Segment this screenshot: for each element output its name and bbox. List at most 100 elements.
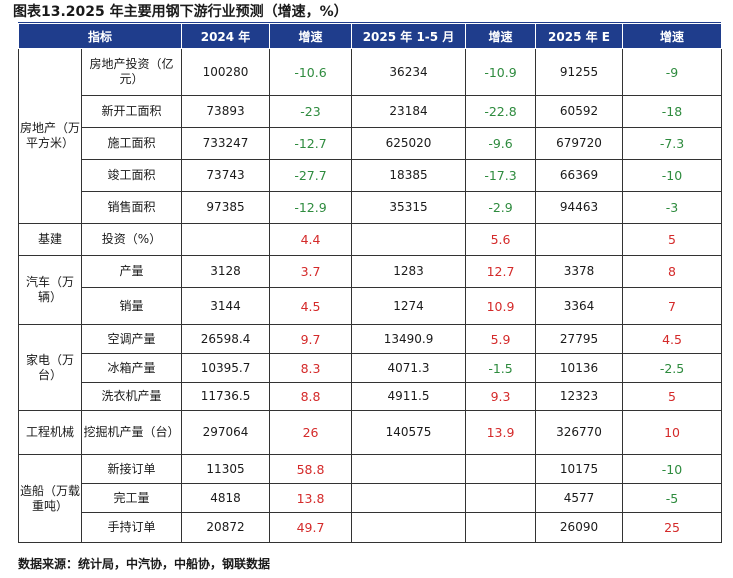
indicator-cell: 洗衣机产量 xyxy=(80,382,183,411)
header-indicator: 指标 xyxy=(17,23,183,49)
source-note: 数据来源：统计局，中汽协，中船协，钢联数据 xyxy=(18,557,271,571)
table-row: 新开工面积 73893 -23 23184 -22.8 60592 -18 xyxy=(19,95,723,128)
value-2025e-cell: 326770 xyxy=(535,410,624,455)
value-2025e-cell: 91255 xyxy=(535,48,624,96)
value-2025e-cell: 3364 xyxy=(535,287,624,325)
growth-2025e-cell: 7 xyxy=(622,287,723,325)
growth-2024-cell: 8.3 xyxy=(269,353,353,383)
table-row: 完工量 4818 13.8 4577 -5 xyxy=(19,483,723,513)
growth-2024-cell: 4.5 xyxy=(269,287,353,325)
growth-2025e-cell: -5 xyxy=(622,483,723,513)
growth-2025e-cell: 5 xyxy=(622,223,723,256)
growth-2025-jan-may-cell: 5.6 xyxy=(465,223,537,256)
value-2025e-cell: 60592 xyxy=(535,95,624,128)
growth-2025e-cell: 25 xyxy=(622,512,723,543)
header-2025-jan-may: 2025 年 1-5 月 xyxy=(351,23,467,49)
value-2024-cell: 733247 xyxy=(181,127,271,160)
category-cell: 家电（万台） xyxy=(18,324,82,411)
indicator-cell: 空调产量 xyxy=(80,324,183,354)
growth-2024-cell: 49.7 xyxy=(269,512,353,543)
value-2025e-cell: 94463 xyxy=(535,191,624,224)
category-cell: 造船（万载重吨） xyxy=(18,454,82,543)
value-2025-jan-may-cell: 35315 xyxy=(351,191,467,224)
table-row: 竣工面积 73743 -27.7 18385 -17.3 66369 -10 xyxy=(19,159,723,192)
growth-2025-jan-may-cell xyxy=(465,512,537,543)
header-row: 指标 2024 年 增速 2025 年 1-5 月 增速 2025 年 E 增速 xyxy=(17,23,723,49)
growth-2025e-cell: 10 xyxy=(622,410,723,455)
growth-2024-cell: 4.4 xyxy=(269,223,353,256)
table-row: 洗衣机产量 11736.5 8.8 4911.5 9.3 12323 5 xyxy=(19,382,723,411)
growth-2025e-cell: -7.3 xyxy=(622,127,723,160)
growth-2025-jan-may-cell: 5.9 xyxy=(465,324,537,354)
value-2024-cell: 97385 xyxy=(181,191,271,224)
growth-2025-jan-may-cell: -2.9 xyxy=(465,191,537,224)
value-2025e-cell xyxy=(535,223,624,256)
growth-2024-cell: -23 xyxy=(269,95,353,128)
table-row: 施工面积 733247 -12.7 625020 -9.6 679720 -7.3 xyxy=(19,127,723,160)
indicator-cell: 新开工面积 xyxy=(80,95,183,128)
table-row: 工程机械 挖掘机产量（台） 297064 26 140575 13.9 326770 10 xyxy=(18,410,723,455)
table-row: 基建 投资（%） 4.4 5.6 5 xyxy=(18,223,723,256)
indicator-cell: 完工量 xyxy=(80,483,183,513)
growth-2024-cell: -12.7 xyxy=(269,127,353,160)
growth-2024-cell: 58.8 xyxy=(269,454,353,484)
growth-2025-jan-may-cell: -22.8 xyxy=(465,95,537,128)
value-2025e-cell: 4577 xyxy=(535,483,624,513)
table-row: 销量 3144 4.5 1274 10.9 3364 7 xyxy=(19,287,723,325)
indicator-cell: 投资（%） xyxy=(80,223,183,256)
value-2025e-cell: 10136 xyxy=(535,353,624,383)
growth-2025-jan-may-cell: -10.9 xyxy=(465,48,537,96)
growth-2025e-cell: -2.5 xyxy=(622,353,723,383)
value-2025-jan-may-cell: 4911.5 xyxy=(351,382,467,411)
table-row: 汽车（万辆） 产量 3128 3.7 1283 12.7 3378 8 xyxy=(18,255,723,325)
indicator-cell: 销量 xyxy=(80,287,183,325)
value-2025-jan-may-cell: 140575 xyxy=(351,410,467,455)
category-cell: 基建 xyxy=(18,223,82,256)
growth-2025-jan-may-cell: 9.3 xyxy=(465,382,537,411)
indicator-cell: 产量 xyxy=(80,255,183,288)
table-row: 手持订单 20872 49.7 26090 25 xyxy=(19,512,723,543)
value-2024-cell: 73743 xyxy=(181,159,271,192)
table-row: 冰箱产量 10395.7 8.3 4071.3 -1.5 10136 -2.5 xyxy=(19,353,723,383)
growth-2024-cell: 3.7 xyxy=(269,255,353,288)
growth-2025-jan-may-cell: 13.9 xyxy=(465,410,537,455)
value-2024-cell: 11736.5 xyxy=(181,382,271,411)
growth-2024-cell: -10.6 xyxy=(269,48,353,96)
growth-2025-jan-may-cell: 12.7 xyxy=(465,255,537,288)
indicator-cell: 挖掘机产量（台） xyxy=(80,410,183,455)
value-2024-cell: 100280 xyxy=(181,48,271,96)
growth-2024-cell: 26 xyxy=(269,410,353,455)
value-2025-jan-may-cell: 1274 xyxy=(351,287,467,325)
value-2025e-cell: 27795 xyxy=(535,324,624,354)
growth-2025-jan-may-cell: -9.6 xyxy=(465,127,537,160)
value-2025e-cell: 66369 xyxy=(535,159,624,192)
value-2025-jan-may-cell: 13490.9 xyxy=(351,324,467,354)
category-cell: 房地产（万平方米） xyxy=(18,48,82,224)
value-2024-cell: 73893 xyxy=(181,95,271,128)
figure-title: 图表13.2025 年主要用钢下游行业预测（增速，%） xyxy=(13,4,348,20)
growth-2025e-cell: -9 xyxy=(622,48,723,96)
growth-2024-cell: -27.7 xyxy=(269,159,353,192)
value-2024-cell: 20872 xyxy=(181,512,271,543)
indicator-cell: 施工面积 xyxy=(80,127,183,160)
value-2025e-cell: 26090 xyxy=(535,512,624,543)
indicator-cell: 销售面积 xyxy=(80,191,183,224)
value-2024-cell xyxy=(181,223,271,256)
growth-2024-cell: 9.7 xyxy=(269,324,353,354)
growth-2024-cell: 13.8 xyxy=(269,483,353,513)
growth-2025e-cell: -3 xyxy=(622,191,723,224)
value-2025e-cell: 3378 xyxy=(535,255,624,288)
value-2025-jan-may-cell xyxy=(351,454,467,484)
growth-2024-cell: -12.9 xyxy=(269,191,353,224)
value-2025e-cell: 679720 xyxy=(535,127,624,160)
growth-2025-jan-may-cell: -17.3 xyxy=(465,159,537,192)
header-growth-2025e: 增速 xyxy=(622,23,723,49)
growth-2025-jan-may-cell: 10.9 xyxy=(465,287,537,325)
value-2024-cell: 11305 xyxy=(181,454,271,484)
table-row: 销售面积 97385 -12.9 35315 -2.9 94463 -3 xyxy=(19,191,723,224)
growth-2024-cell: 8.8 xyxy=(269,382,353,411)
value-2025-jan-may-cell: 23184 xyxy=(351,95,467,128)
table-row: 造船（万载重吨） 新接订单 11305 58.8 10175 -10 xyxy=(18,454,723,543)
indicator-cell: 手持订单 xyxy=(80,512,183,543)
category-cell: 汽车（万辆） xyxy=(18,255,82,325)
